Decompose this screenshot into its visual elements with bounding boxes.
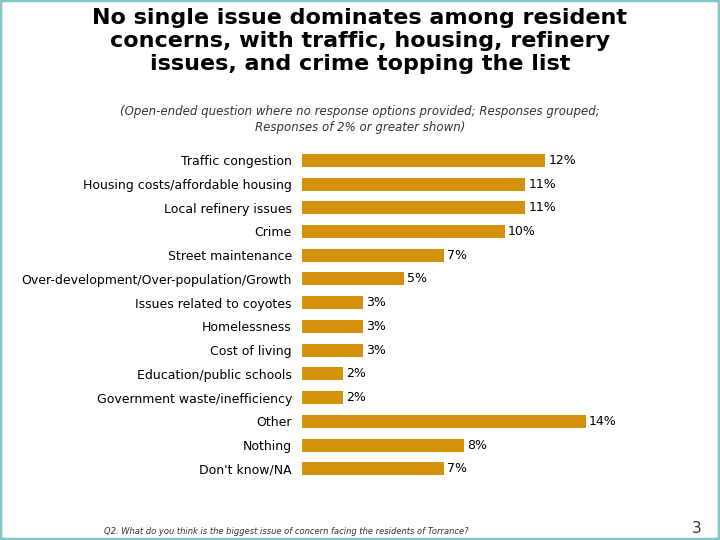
Text: 8%: 8% bbox=[467, 438, 487, 451]
Bar bbox=[302, 391, 343, 404]
Bar bbox=[302, 296, 363, 309]
Text: 3%: 3% bbox=[366, 296, 386, 309]
Text: RESEARCH: RESEARCH bbox=[20, 522, 66, 531]
Text: 12%: 12% bbox=[549, 154, 576, 167]
Text: 11%: 11% bbox=[528, 178, 556, 191]
Bar bbox=[302, 438, 464, 451]
Bar bbox=[302, 225, 505, 238]
Bar bbox=[302, 415, 586, 428]
Text: 11%: 11% bbox=[528, 201, 556, 214]
Bar bbox=[302, 178, 525, 191]
Bar bbox=[302, 249, 444, 262]
Text: Q2. What do you think is the biggest issue of concern facing the residents of To: Q2. What do you think is the biggest iss… bbox=[104, 526, 469, 536]
Text: 3: 3 bbox=[692, 521, 702, 536]
Bar bbox=[302, 320, 363, 333]
Text: 3%: 3% bbox=[366, 320, 386, 333]
Text: 3%: 3% bbox=[366, 343, 386, 356]
Bar bbox=[302, 462, 444, 475]
Text: FM3: FM3 bbox=[24, 501, 63, 518]
Text: 7%: 7% bbox=[447, 462, 467, 475]
Text: 7%: 7% bbox=[447, 249, 467, 262]
Text: 2%: 2% bbox=[346, 391, 366, 404]
Bar bbox=[302, 201, 525, 214]
Text: 10%: 10% bbox=[508, 225, 536, 238]
Text: 14%: 14% bbox=[589, 415, 617, 428]
Text: 5%: 5% bbox=[407, 273, 427, 286]
Bar bbox=[302, 343, 363, 357]
Text: (Open-ended question where no response options provided; Responses grouped;
Resp: (Open-ended question where no response o… bbox=[120, 105, 600, 134]
Bar bbox=[302, 272, 404, 286]
Text: No single issue dominates among resident
concerns, with traffic, housing, refine: No single issue dominates among resident… bbox=[92, 8, 628, 75]
Bar bbox=[302, 367, 343, 380]
Text: 2%: 2% bbox=[346, 367, 366, 380]
Bar bbox=[302, 154, 546, 167]
